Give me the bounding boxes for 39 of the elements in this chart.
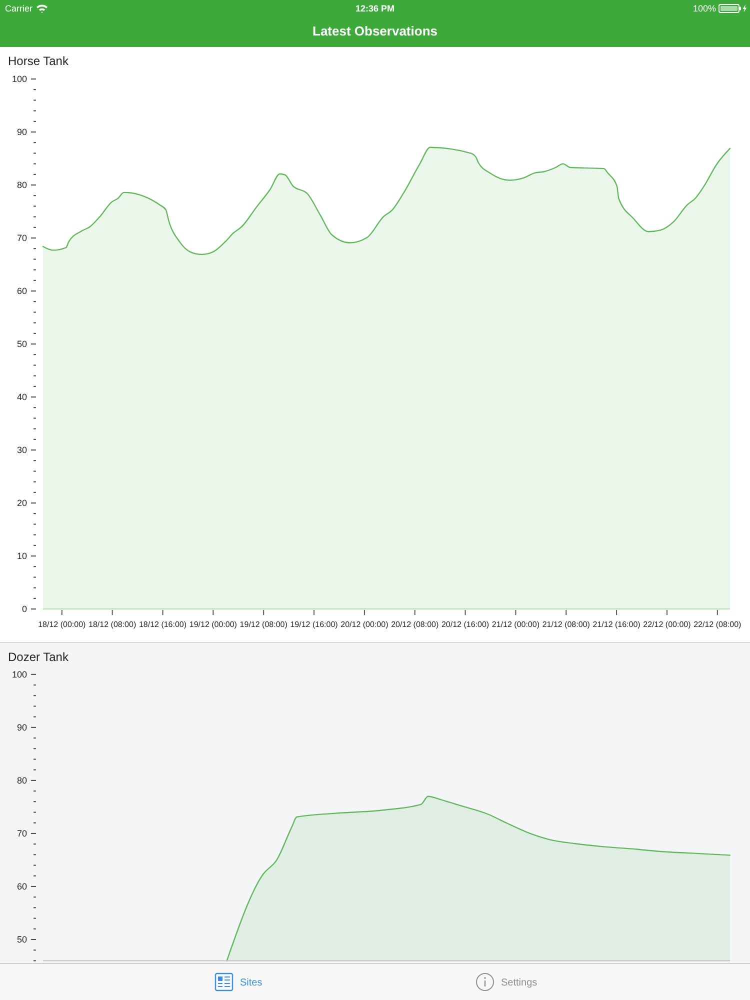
y-tick-label: 70	[16, 828, 27, 839]
text: Settings	[501, 978, 538, 988]
text: 100%	[692, 4, 716, 14]
x-tick-label: 19/12 (00:00)	[189, 620, 238, 629]
y-tick-label: 90	[16, 722, 27, 733]
y-tick-label: 80	[16, 776, 27, 786]
x-tick-label: 21/12 (00:00)	[492, 620, 540, 629]
y-tick-label: 10	[16, 551, 27, 562]
x-tick-label: 20/12 (16:00)	[441, 620, 490, 629]
x-tick-label: 20/12 (08:00)	[391, 620, 439, 629]
y-tick-label: 50	[16, 339, 27, 350]
x-tick-label: 22/12 (00:00)	[643, 620, 692, 629]
x-tick-label: 18/12 (16:00)	[138, 620, 187, 629]
text: Sites	[240, 978, 262, 988]
y-tick-label: 50	[16, 934, 27, 945]
y-tick-label: 0	[22, 604, 27, 614]
y-tick-label: 60	[16, 286, 27, 296]
y-tick-label: 100	[12, 74, 27, 84]
chart-title: Horse Tank	[8, 54, 70, 68]
text: Latest Observations	[312, 24, 438, 38]
text: Carrier	[5, 4, 33, 14]
x-tick-label: 22/12 (08:00)	[694, 620, 742, 629]
x-tick-label: 21/12 (08:00)	[542, 620, 590, 629]
y-tick-label: 90	[16, 127, 27, 138]
y-tick-label: 100	[12, 670, 27, 680]
y-tick-label: 30	[16, 445, 27, 456]
text: 12:36 PM	[355, 4, 395, 14]
x-tick-label: 18/12 (08:00)	[88, 620, 136, 629]
y-tick-label: 20	[16, 498, 27, 508]
y-tick-label: 80	[16, 180, 27, 190]
x-tick-label: 21/12 (16:00)	[592, 620, 641, 629]
x-tick-label: 18/12 (00:00)	[38, 620, 86, 629]
chart-title: Dozer Tank	[8, 650, 70, 664]
y-tick-label: 60	[16, 882, 27, 892]
y-tick-label: 70	[16, 233, 27, 244]
x-tick-label: 19/12 (08:00)	[240, 620, 288, 629]
x-tick-label: 20/12 (00:00)	[340, 620, 389, 629]
x-tick-label: 19/12 (16:00)	[290, 620, 338, 629]
y-tick-label: 40	[16, 392, 27, 402]
